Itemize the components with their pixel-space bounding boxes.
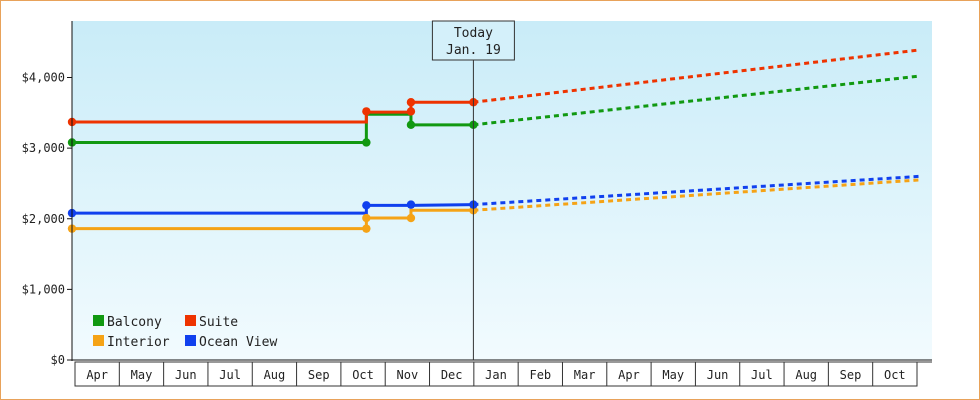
x-tick-label: Aug (264, 368, 286, 382)
data-point (406, 107, 416, 116)
legend-label: Balcony (107, 315, 162, 330)
y-tick-label: $0 (51, 353, 65, 367)
data-point (362, 107, 371, 116)
x-tick-label: Dec (441, 368, 463, 382)
x-tick-label: Oct (884, 368, 906, 382)
x-tick-label: Apr (618, 368, 640, 382)
legend-swatch (185, 315, 196, 326)
forecast-line-suite (473, 48, 920, 104)
legend: Balcony Suite Interior Ocean View (93, 315, 277, 350)
forecast-line-interior (473, 178, 920, 212)
markers-layer (67, 98, 478, 233)
series-line-balcony (72, 112, 474, 144)
x-axis-strip (74, 361, 918, 387)
legend-swatch (93, 335, 104, 346)
x-tick-label: Jun (707, 368, 729, 382)
x-tick-label: May (131, 368, 153, 382)
x-tick-label: Oct (352, 368, 374, 382)
today-box (431, 20, 515, 61)
x-tick-label: Nov (397, 368, 419, 382)
series-line-interior (72, 208, 474, 231)
x-tick-label: Mar (574, 368, 596, 382)
today-label: Today (454, 26, 493, 41)
x-tick-label: Jul (751, 368, 773, 382)
data-point (362, 213, 371, 223)
legend-label: Suite (199, 315, 238, 330)
y-tick-label: $1,000 (22, 282, 65, 296)
data-point (406, 200, 416, 209)
data-point (362, 201, 371, 210)
series-line-suite (72, 100, 474, 124)
y-tick-label: $2,000 (22, 212, 65, 226)
x-tick-label: Sep (308, 368, 330, 382)
y-tick-label: $3,000 (22, 141, 65, 155)
forecast-line-ocean-view (473, 174, 920, 207)
plot-background (72, 21, 932, 360)
x-tick-label: Aug (795, 368, 817, 382)
today-marker: Today Jan. 19 (431, 20, 515, 360)
data-point (406, 120, 416, 130)
x-tick-label: Apr (86, 368, 108, 382)
legend-label: Interior (107, 335, 170, 350)
legend-swatch (185, 335, 196, 346)
data-point (406, 98, 416, 107)
data-point (362, 138, 371, 147)
x-tick-label: Jul (219, 368, 241, 382)
x-tick-label: Feb (529, 368, 551, 382)
legend-label: Ocean View (199, 335, 277, 350)
axis-layer: $0 $1,000 $2,000 $3,000 $4,000 Apr May Jun Jul Au… (22, 21, 932, 387)
data-point (406, 213, 416, 223)
x-tick-label: Sep (840, 368, 862, 382)
forecast-line-balcony (473, 74, 920, 127)
legend-swatch (93, 315, 104, 326)
x-tick-label: Jun (175, 368, 197, 382)
x-tick-label: Jan (485, 368, 507, 382)
data-point (362, 224, 371, 233)
y-tick-label: $4,000 (22, 71, 65, 85)
x-tick-label: May (662, 368, 684, 382)
today-date: Jan. 19 (446, 43, 501, 58)
